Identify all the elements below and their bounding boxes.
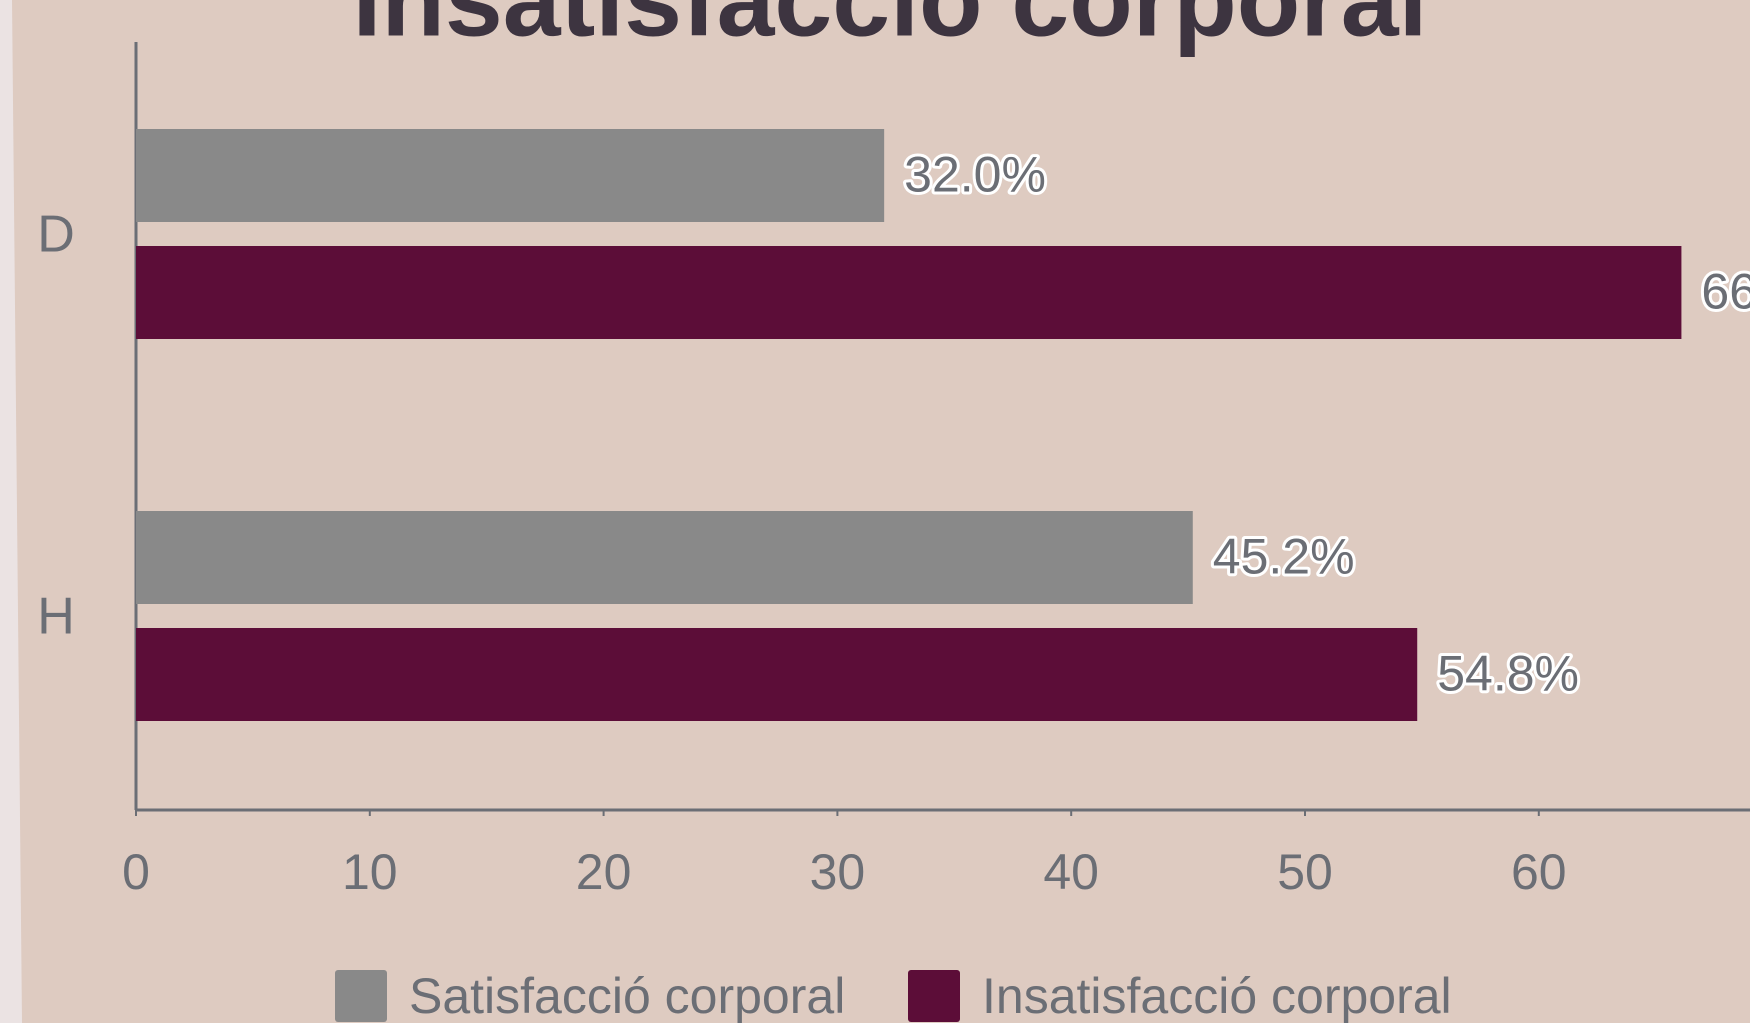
x-tick-label: 40 bbox=[1043, 844, 1099, 900]
legend-label: Insatisfacció corporal bbox=[982, 968, 1452, 1023]
chart-title: Insatisfacció corporal bbox=[352, 0, 1427, 58]
legend-label: Satisfacció corporal bbox=[409, 968, 845, 1023]
bar bbox=[136, 129, 885, 222]
bar bbox=[136, 511, 1193, 604]
edge-strip bbox=[0, 0, 22, 1023]
x-tick-label: 0 bbox=[122, 844, 150, 900]
bar bbox=[136, 628, 1418, 721]
y-tick-label: D bbox=[37, 206, 75, 264]
data-label: 66.1% bbox=[1701, 264, 1750, 320]
x-tick-label: 10 bbox=[342, 844, 398, 900]
y-tick-label: H bbox=[37, 588, 75, 646]
x-tick-label: 50 bbox=[1277, 844, 1333, 900]
legend-swatch bbox=[335, 970, 387, 1022]
data-label: 54.8% bbox=[1437, 646, 1579, 702]
bar bbox=[136, 246, 1682, 339]
data-label: 45.2% bbox=[1213, 529, 1355, 585]
data-label: 32.0% bbox=[904, 147, 1046, 203]
legend-swatch bbox=[908, 970, 960, 1022]
x-tick-label: 20 bbox=[576, 844, 632, 900]
x-tick-label: 30 bbox=[810, 844, 866, 900]
x-tick-label: 60 bbox=[1511, 844, 1567, 900]
